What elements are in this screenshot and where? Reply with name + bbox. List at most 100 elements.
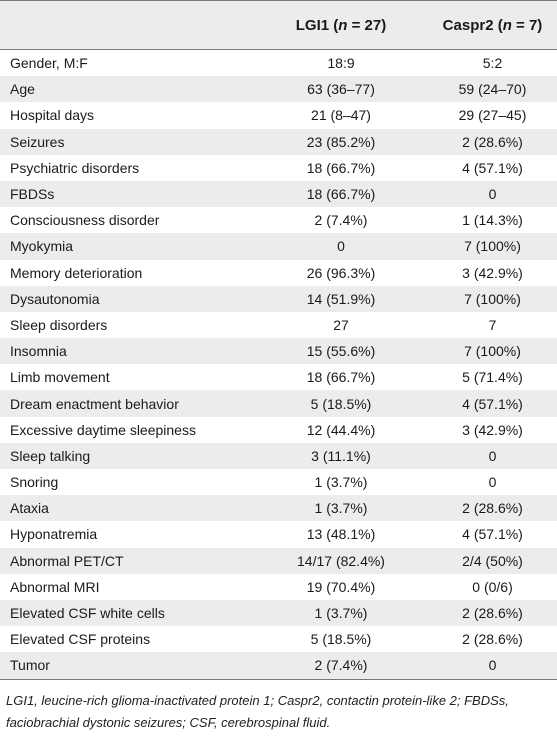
row-lgi1-cell: 18 (66.7%) <box>306 369 376 386</box>
row-lgi1-cell: 14/17 (82.4%) <box>297 552 385 569</box>
table-row: Sleep disorders 27 7 <box>0 312 557 338</box>
table-footnote: LGI1, leucine-rich glioma-inactivated pr… <box>0 680 557 734</box>
table-row: Hyponatremia 13 (48.1%) 4 (57.1%) <box>0 521 557 547</box>
row-label-cell: Snoring <box>10 474 59 491</box>
row-label-cell: Myokymia <box>10 238 74 255</box>
row-caspr2-cell: 4 (57.1%) <box>462 395 523 412</box>
row-lgi1-cell: 2 (7.4%) <box>314 657 368 674</box>
footnote-line-2: faciobrachial dystonic seizures; CSF, ce… <box>6 714 331 730</box>
row-label-cell: Dysautonomia <box>10 290 100 307</box>
row-label-cell: FBDSs <box>10 186 55 203</box>
row-lgi1-cell: 23 (85.2%) <box>306 133 376 150</box>
row-lgi1-cell: 1 (3.7%) <box>314 474 368 491</box>
row-label-cell: Abnormal PET/CT <box>10 552 124 569</box>
row-label-cell: Consciousness disorder <box>10 212 160 229</box>
row-label-cell: Limb movement <box>10 369 110 386</box>
row-lgi1-cell: 18 (66.7%) <box>306 159 376 176</box>
row-caspr2-cell: 7 (100%) <box>464 238 521 255</box>
row-caspr2-cell: 2 (28.6%) <box>462 500 523 517</box>
row-label-cell: Abnormal MRI <box>10 578 100 595</box>
table-row: Myokymia 0 7 (100%) <box>0 233 557 260</box>
row-label-cell: Age <box>10 81 35 98</box>
table-row: Elevated CSF proteins 5 (18.5%) 2 (28.6%) <box>0 626 557 652</box>
row-caspr2-cell: 3 (42.9%) <box>462 264 523 281</box>
row-lgi1-cell: 0 <box>337 238 345 255</box>
row-lgi1-cell: 2 (7.4%) <box>314 212 368 229</box>
row-lgi1-cell: 5 (18.5%) <box>310 631 372 648</box>
row-label-cell: Sleep talking <box>10 447 91 464</box>
row-label-cell: Gender, M:F <box>10 55 88 72</box>
row-caspr2-cell: 7 <box>488 316 497 333</box>
table-row: Dream enactment behavior 5 (18.5%) 4 (57.1… <box>0 390 557 417</box>
row-lgi1-cell: 14 (51.9%) <box>306 290 376 307</box>
table-row: Seizures 23 (85.2%) 2 (28.6%) <box>0 128 557 155</box>
row-lgi1-cell: 13 (48.1%) <box>306 526 376 543</box>
row-label-cell: Seizures <box>10 133 65 150</box>
row-caspr2-cell: 3 (42.9%) <box>462 421 523 438</box>
row-lgi1-cell: 12 (44.4%) <box>306 421 376 438</box>
row-label-cell: Insomnia <box>10 343 67 360</box>
table-row: Gender, M:F 18:9 5:2 <box>0 50 557 76</box>
row-caspr2-cell: 7 (100%) <box>464 343 521 360</box>
row-lgi1-cell: 63 (36–77) <box>307 81 375 98</box>
header-cell-caspr2: Caspr2 (n = 7) <box>442 16 543 34</box>
row-label-cell: Dream enactment behavior <box>10 395 179 412</box>
row-caspr2-cell: 4 (57.1%) <box>462 526 523 543</box>
row-caspr2-cell: 0 <box>488 186 497 203</box>
row-lgi1-cell: 1 (3.7%) <box>314 500 368 517</box>
row-label-cell: Excessive daytime sleepiness <box>10 421 196 438</box>
row-caspr2-cell: 7 (100%) <box>464 290 521 307</box>
table-row: Dysautonomia 14 (51.9%) 7 (100%) <box>0 285 557 312</box>
row-label-cell: Ataxia <box>10 500 49 517</box>
row-lgi1-cell: 5 (18.5%) <box>310 395 372 412</box>
row-caspr2-cell: 5 (71.4%) <box>462 369 523 386</box>
table-row: Limb movement 18 (66.7%) 5 (71.4%) <box>0 364 557 390</box>
row-label-cell: Psychiatric disorders <box>10 159 140 176</box>
table-row: Tumor 2 (7.4%) 0 <box>0 652 557 679</box>
row-label-cell: Hospital days <box>10 107 95 124</box>
table-row: Abnormal MRI 19 (70.4%) 0 (0/6) <box>0 574 557 600</box>
table-row: Excessive daytime sleepiness 12 (44.4%) 3 … <box>0 417 557 443</box>
row-label-cell: Memory deterioration <box>10 264 143 281</box>
row-caspr2-cell: 0 <box>488 657 497 674</box>
table-body: Gender, M:F 18:9 5:2 Age 63 (36–77) 59 (24–70… <box>0 50 557 680</box>
table-row: Abnormal PET/CT 14/17 (82.4%) 2/4 (50%) <box>0 547 557 574</box>
row-lgi1-cell: 21 (8–47) <box>311 107 371 124</box>
row-lgi1-cell: 26 (96.3%) <box>306 264 376 281</box>
table-row: Memory deterioration 26 (96.3%) 3 (42.9%) <box>0 260 557 286</box>
row-caspr2-cell: 2 (28.6%) <box>462 605 523 622</box>
row-lgi1-cell: 18:9 <box>327 55 355 72</box>
table-row: Hospital days 21 (8–47) 29 (27–45) <box>0 102 557 128</box>
row-caspr2-cell: 2 (28.6%) <box>462 631 523 648</box>
row-lgi1-cell: 27 <box>333 316 349 333</box>
row-caspr2-cell: 2/4 (50%) <box>462 552 523 569</box>
row-label-cell: Elevated CSF white cells <box>10 605 165 622</box>
row-caspr2-cell: 0 <box>488 447 497 464</box>
header-cell-lgi1: LGI1 (n = 27) <box>295 16 387 34</box>
table-header-row: LGI1 (n = 27) Caspr2 (n = 7) <box>0 0 557 50</box>
row-caspr2-cell: 29 (27–45) <box>458 107 527 124</box>
footnote-line-1: LGI1, leucine-rich glioma-inactivated pr… <box>6 692 509 708</box>
row-label-cell: Tumor <box>10 657 50 674</box>
row-caspr2-cell: 0 (0/6) <box>472 578 513 595</box>
row-label-cell: Sleep disorders <box>10 316 108 333</box>
table-row: Insomnia 15 (55.6%) 7 (100%) <box>0 338 557 365</box>
table-row: Sleep talking 3 (11.1%) 0 <box>0 442 557 469</box>
table-row: FBDSs 18 (66.7%) 0 <box>0 180 557 208</box>
row-lgi1-cell: 3 (11.1%) <box>311 447 371 464</box>
table-row: Psychiatric disorders 18 (66.7%) 4 (57.1%) <box>0 155 557 181</box>
row-caspr2-cell: 5:2 <box>482 55 503 72</box>
row-caspr2-cell: 1 (14.3%) <box>462 212 523 229</box>
row-lgi1-cell: 19 (70.4%) <box>306 578 376 595</box>
table-row: Ataxia 1 (3.7%) 2 (28.6%) <box>0 495 557 522</box>
row-caspr2-cell: 2 (28.6%) <box>462 133 523 150</box>
table-row: Elevated CSF white cells 1 (3.7%) 2 (28.6%… <box>0 599 557 627</box>
table-row: Snoring 1 (3.7%) 0 <box>0 469 557 495</box>
row-lgi1-cell: 18 (66.7%) <box>306 186 376 203</box>
row-label-cell: Hyponatremia <box>10 526 98 543</box>
row-caspr2-cell: 0 <box>488 474 497 491</box>
table-row: Consciousness disorder 2 (7.4%) 1 (14.3%) <box>0 207 557 233</box>
row-lgi1-cell: 15 (55.6%) <box>306 343 376 360</box>
table-row: Age 63 (36–77) 59 (24–70) <box>0 76 557 103</box>
